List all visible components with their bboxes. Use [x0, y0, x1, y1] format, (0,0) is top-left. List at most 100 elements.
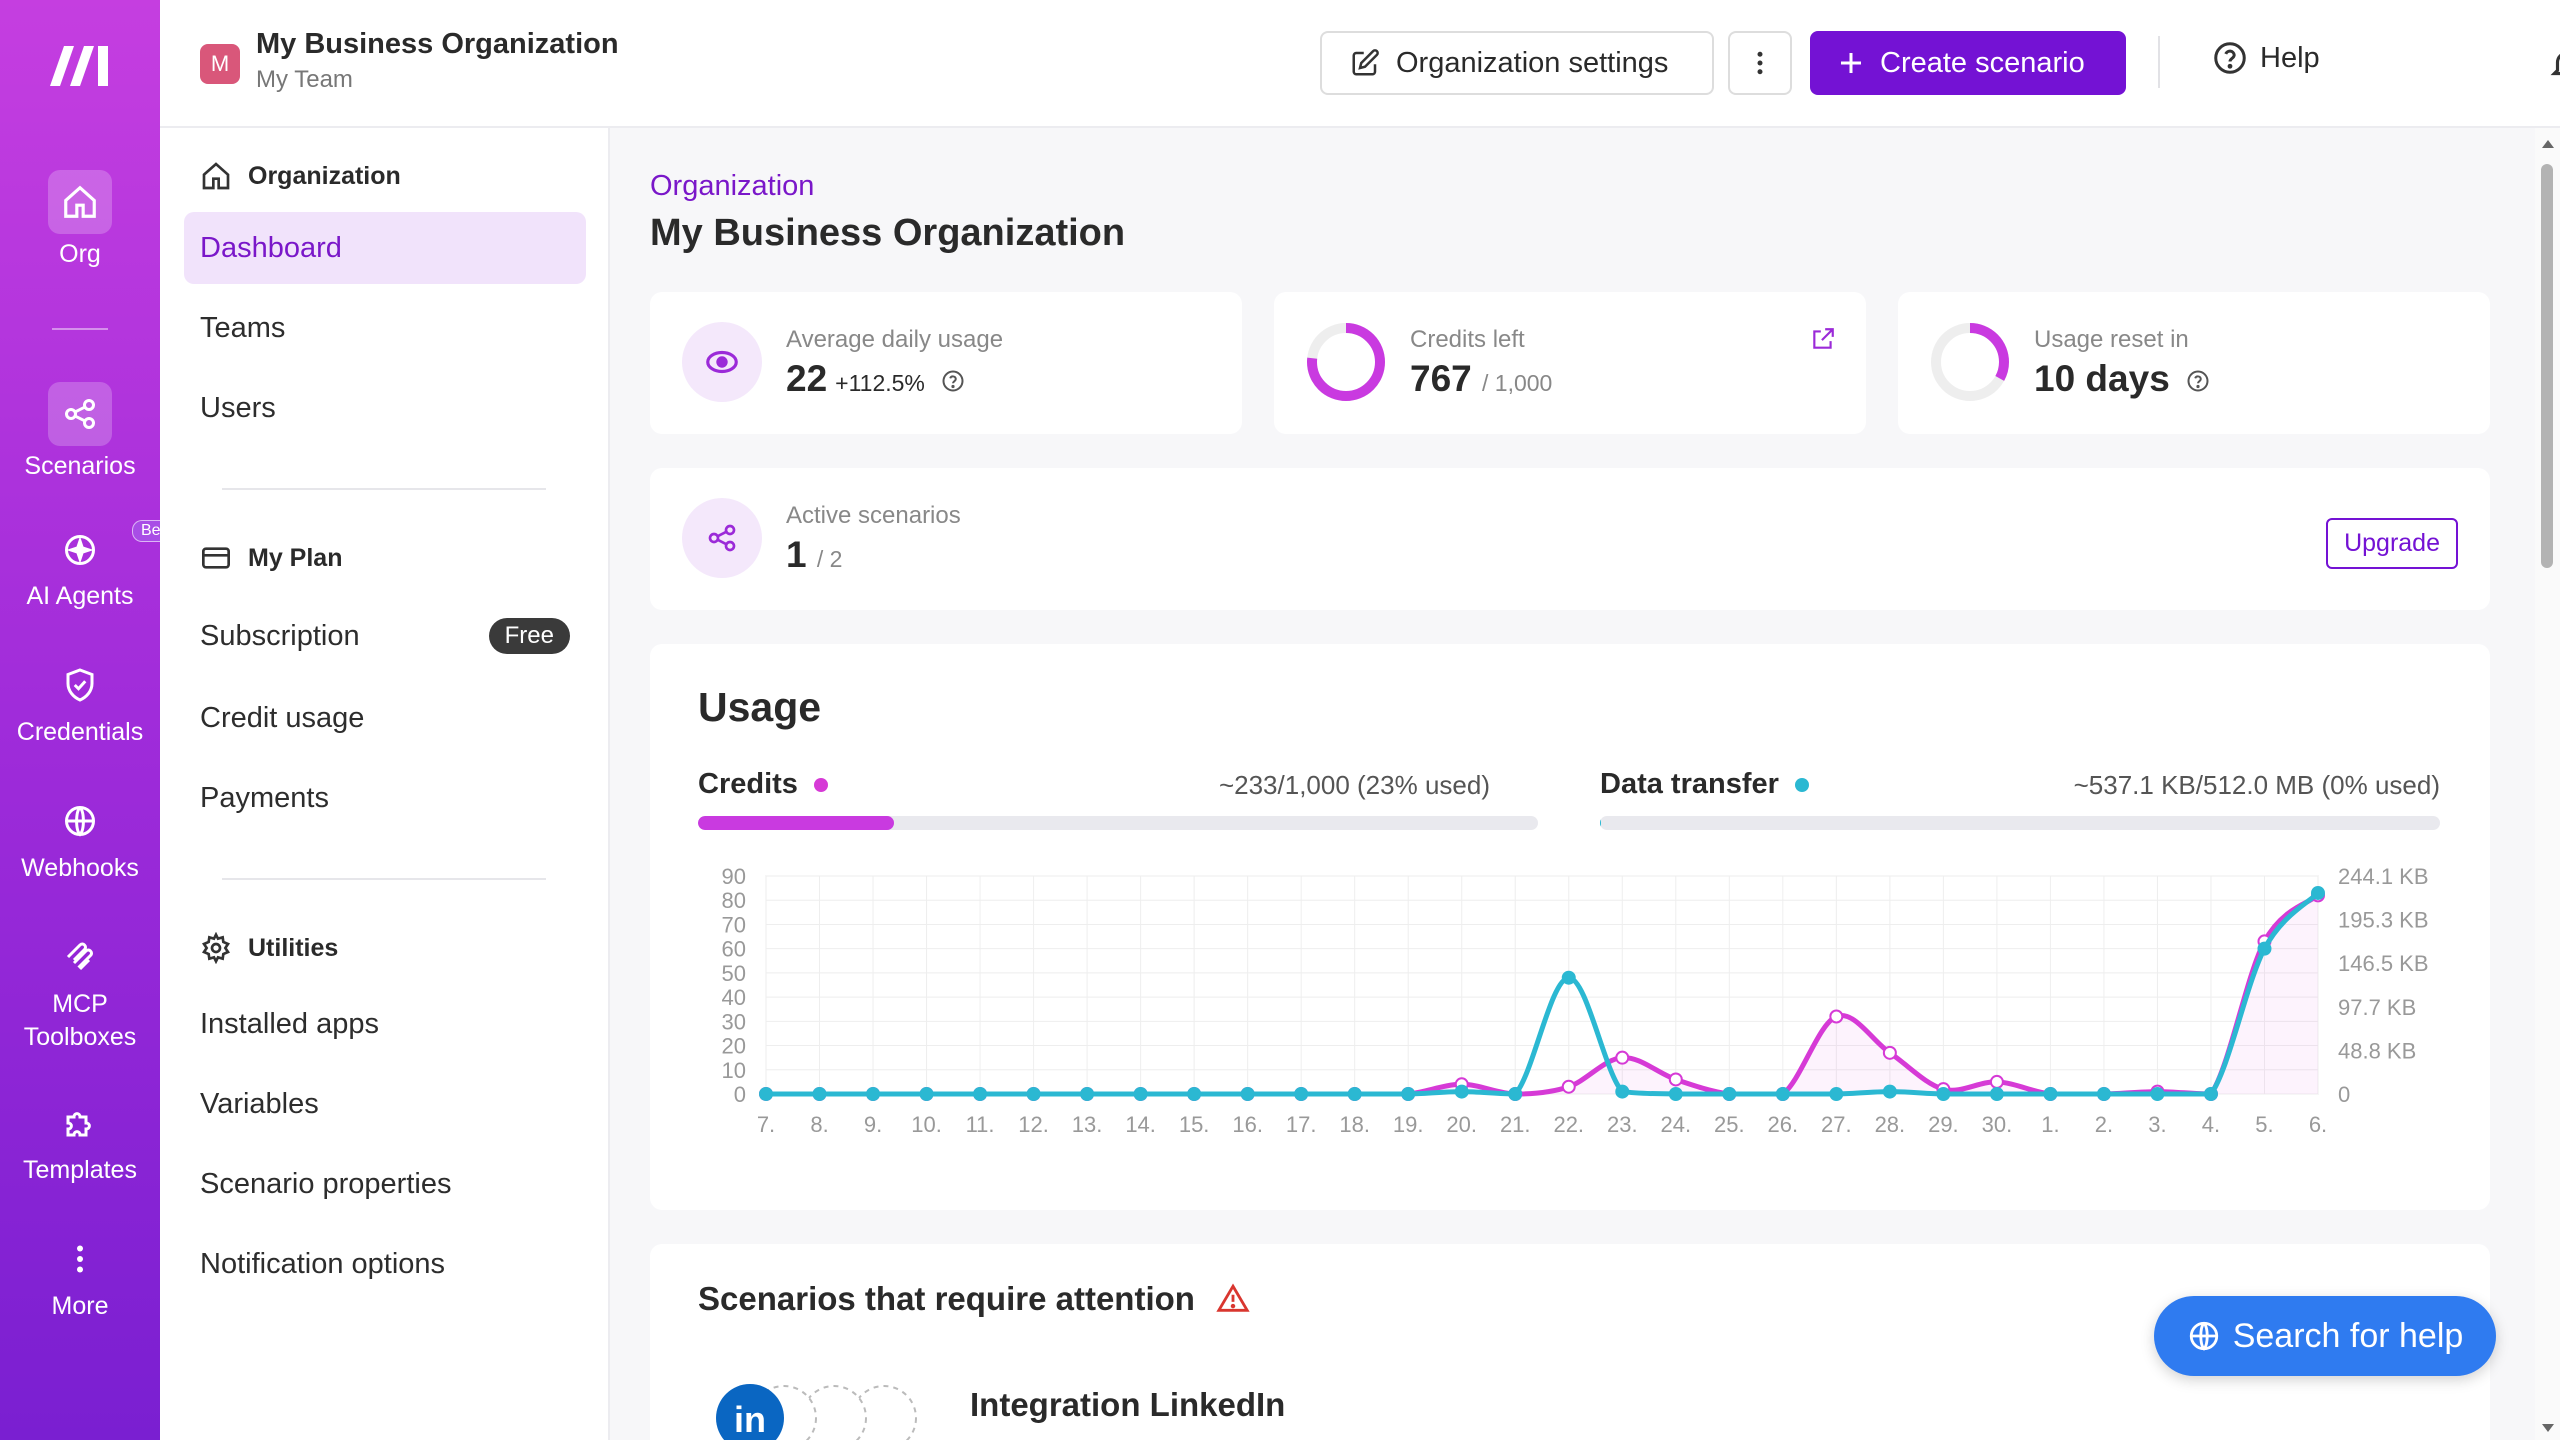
subnav-item-variables[interactable]: Variables — [200, 1087, 319, 1120]
rail-item-webhooks[interactable]: Webhooks — [0, 794, 160, 885]
organization-settings-button[interactable]: Organization settings — [1320, 31, 1714, 95]
credits-left-card: Credits left 767 / 1,000 — [1274, 292, 1866, 434]
y-left-tick-label: 30 — [722, 1009, 746, 1034]
scroll-down-arrow[interactable] — [2542, 1424, 2554, 1432]
transfer-point — [1240, 1087, 1255, 1101]
usage-title: Usage — [698, 684, 822, 730]
usage-card: Usage Credits ~233/1,000 (23% used) Data… — [650, 644, 2490, 1210]
make-logo-icon[interactable] — [46, 42, 114, 90]
main-scrollbar[interactable] — [2535, 128, 2560, 1440]
rail-item-more[interactable]: More — [0, 1232, 160, 1323]
credits-left-value: 767 — [1410, 358, 1472, 399]
utilities-heading: Utilities — [200, 932, 338, 964]
more-options-button[interactable] — [1728, 31, 1792, 95]
x-tick-label: 22. — [1553, 1112, 1584, 1137]
header-divider — [2158, 36, 2160, 88]
rail-item-mcp-toolboxes[interactable]: MCP Toolboxes — [0, 930, 160, 1053]
subnav-item-dashboard[interactable]: Dashboard — [184, 212, 586, 284]
active-scenarios-card: Active scenarios 1 / 2 Upgrade — [650, 468, 2490, 610]
transfer-usage-text: ~537.1 KB/512.0 MB (0% used) — [2073, 770, 2440, 800]
credits-label: Credits — [698, 768, 798, 800]
transfer-point — [1187, 1087, 1202, 1101]
subnav-item-teams[interactable]: Teams — [200, 311, 286, 344]
credits-ring — [1307, 323, 1385, 401]
credits-point — [1561, 1079, 1576, 1094]
x-tick-label: 6. — [2309, 1112, 2327, 1137]
org-avatar[interactable]: M — [200, 44, 240, 84]
subnav-item-credit-usage[interactable]: Credit usage — [200, 701, 365, 734]
usage-reset-card: Usage reset in 10 days — [1898, 292, 2490, 434]
transfer-point — [973, 1087, 988, 1101]
share-icon — [48, 382, 112, 446]
upgrade-button[interactable]: Upgrade — [2326, 518, 2458, 569]
subnav-item-installed-apps[interactable]: Installed apps — [200, 1007, 379, 1040]
rail-item-templates[interactable]: Templates — [0, 1096, 160, 1187]
attention-title-label: Scenarios that require attention — [698, 1280, 1195, 1317]
mcp-icon — [48, 930, 112, 984]
scroll-up-arrow[interactable] — [2542, 140, 2554, 148]
subnav-item-scenario-properties[interactable]: Scenario properties — [200, 1167, 452, 1200]
chart-plot-area — [765, 875, 2319, 1095]
create-scenario-button[interactable]: Create scenario — [1810, 31, 2126, 95]
rail-item-credentials[interactable]: Credentials — [0, 658, 160, 749]
plus-icon — [1841, 53, 1861, 73]
subnav-item-users[interactable]: Users — [200, 391, 276, 424]
breadcrumb[interactable]: Organization — [650, 170, 815, 202]
external-link-icon[interactable] — [1810, 326, 1836, 352]
team-name[interactable]: My Team — [256, 66, 353, 93]
x-tick-label: 13. — [1072, 1112, 1103, 1137]
x-tick-label: 18. — [1339, 1112, 1370, 1137]
transfer-point — [2311, 885, 2325, 900]
x-tick-label: 21. — [1500, 1112, 1531, 1137]
rail-label: Webhooks — [21, 854, 139, 882]
y-left-tick-label: 50 — [722, 961, 746, 986]
help-circle-icon[interactable] — [2186, 369, 2210, 393]
help-button[interactable]: Help — [2212, 40, 2320, 76]
y-right-tick-label: 48.8 KB — [2338, 1038, 2416, 1063]
help-circle-icon[interactable] — [941, 369, 965, 393]
transfer-point — [1722, 1087, 1737, 1101]
rail-label: AI Agents — [26, 582, 134, 610]
subnav-item-subscription[interactable]: Subscription Free — [184, 600, 586, 672]
x-tick-label: 16. — [1232, 1112, 1263, 1137]
main-rail: Org Scenarios Beta AI Agents Credentials… — [0, 0, 183, 1440]
x-tick-label: 30. — [1982, 1112, 2013, 1137]
credits-point — [1668, 1072, 1683, 1087]
org-name[interactable]: My Business Organization — [256, 28, 619, 60]
x-tick-label: 19. — [1393, 1112, 1424, 1137]
utilities-heading-label: Utilities — [248, 933, 339, 962]
y-left-tick-label: 60 — [722, 937, 746, 962]
average-usage-label: Average daily usage — [786, 326, 1004, 353]
rail-item-ai-agents[interactable]: Beta AI Agents — [0, 520, 183, 613]
more-vertical-icon — [48, 1232, 112, 1286]
average-usage-value-row: 22 +112.5% — [786, 358, 965, 400]
rail-item-org[interactable]: Org — [0, 170, 160, 271]
scroll-thumb[interactable] — [2541, 164, 2553, 568]
transfer-point — [1508, 1087, 1523, 1101]
y-left-tick-label: 80 — [722, 888, 746, 913]
x-tick-label: 28. — [1875, 1112, 1906, 1137]
transfer-point — [2257, 941, 2272, 956]
rail-item-scenarios[interactable]: Scenarios — [0, 382, 160, 483]
active-scenarios-value: 1 — [786, 534, 807, 575]
svg-text:in: in — [734, 1399, 766, 1440]
credits-progress-fill — [698, 816, 894, 830]
transfer-point — [812, 1087, 827, 1101]
search-for-help-button[interactable]: Search for help — [2154, 1296, 2496, 1376]
bell-icon[interactable] — [2548, 44, 2560, 84]
usage-reset-value-row: 10 days — [2034, 358, 2210, 400]
x-tick-label: 5. — [2255, 1112, 2273, 1137]
transfer-point — [2150, 1087, 2165, 1101]
scenario-name[interactable]: Integration LinkedIn — [970, 1386, 1286, 1423]
credits-point — [1989, 1074, 2004, 1089]
subnav-item-notification-options[interactable]: Notification options — [200, 1247, 446, 1280]
attention-title: Scenarios that require attention — [698, 1280, 1251, 1318]
subnav-item-payments[interactable]: Payments — [200, 781, 329, 814]
rail-label: Org — [59, 240, 101, 268]
transfer-progress-track — [1600, 816, 2440, 830]
linkedin-icon — [716, 1384, 784, 1440]
x-tick-label: 15. — [1179, 1112, 1210, 1137]
transfer-point — [759, 1087, 773, 1101]
home-icon — [48, 170, 112, 234]
